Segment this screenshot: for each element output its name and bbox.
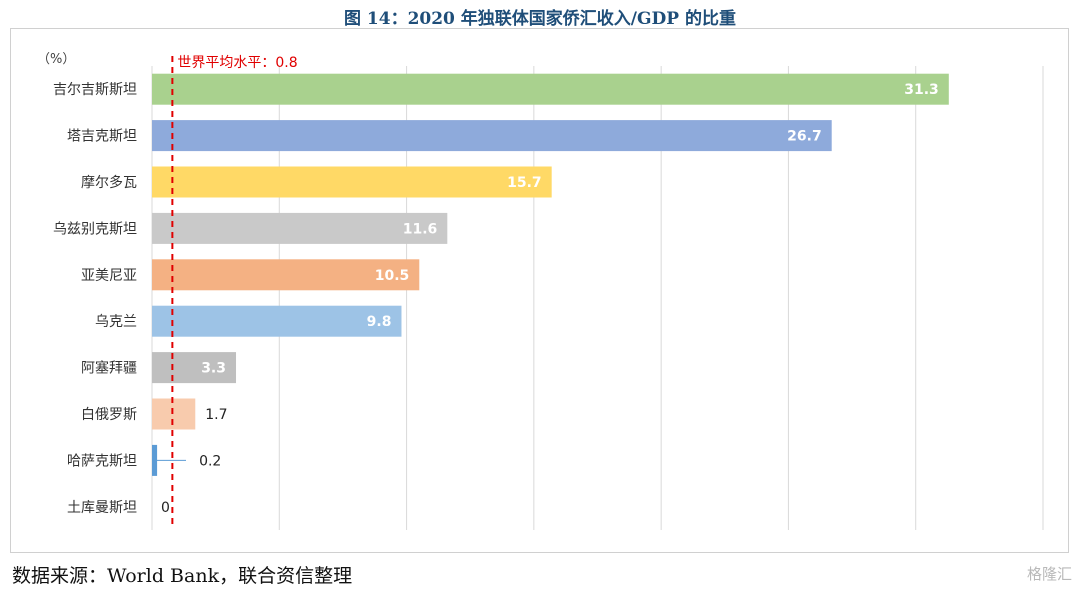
category-label: 阿塞拜疆 xyxy=(81,360,137,377)
value-labels: 31.3 26.7 15.7 11.6 10.5 9.8 3.3 1.7 0.2 0 xyxy=(161,82,939,516)
bar xyxy=(152,259,420,291)
category-label: 吉尔吉斯斯坦 xyxy=(53,82,137,98)
category-label: 乌兹别克斯坦 xyxy=(53,221,137,237)
value-label: 15.7 xyxy=(507,175,542,191)
category-label: 亚美尼亚 xyxy=(81,268,137,284)
bar xyxy=(152,352,237,384)
bar xyxy=(152,73,949,105)
reference-line-group: 世界平均水平：0.8 xyxy=(171,55,298,526)
unit-label: （%） xyxy=(37,52,75,67)
value-label: 3.3 xyxy=(201,361,226,377)
value-label: 10.5 xyxy=(375,268,410,284)
category-label: 哈萨克斯坦 xyxy=(67,453,137,469)
value-label: 26.7 xyxy=(787,129,822,145)
category-label: 塔吉克斯坦 xyxy=(67,129,137,145)
value-label: 0 xyxy=(161,500,170,516)
bar xyxy=(152,305,402,337)
category-label: 白俄罗斯 xyxy=(81,407,137,423)
value-label: 1.7 xyxy=(205,407,227,423)
bar xyxy=(152,120,832,152)
value-label: 11.6 xyxy=(403,221,438,237)
bar-chart: 吉尔吉斯斯坦塔吉克斯坦摩尔多瓦乌兹别克斯坦亚美尼亚乌克兰阿塞拜疆白俄罗斯哈萨克斯… xyxy=(37,52,1044,530)
category-label: 摩尔多瓦 xyxy=(81,174,137,191)
bar xyxy=(152,398,196,430)
category-label: 乌克兰 xyxy=(95,314,137,330)
reference-label: 世界平均水平：0.8 xyxy=(177,55,297,71)
watermark: 格隆汇 xyxy=(1026,565,1072,583)
plot-frame xyxy=(10,28,1069,553)
bars xyxy=(152,73,949,476)
chart-title: 图 14：2020 年独联体国家侨汇收入/GDP 的比重 xyxy=(344,9,736,29)
value-label: 31.3 xyxy=(904,82,939,98)
value-label: 0.2 xyxy=(199,453,221,469)
source-note: 数据来源：World Bank，联合资信整理 xyxy=(12,565,353,587)
bar xyxy=(152,212,448,244)
category-label: 土库曼斯坦 xyxy=(67,500,137,516)
category-labels: 吉尔吉斯斯坦塔吉克斯坦摩尔多瓦乌兹别克斯坦亚美尼亚乌克兰阿塞拜疆白俄罗斯哈萨克斯… xyxy=(53,82,137,516)
bar xyxy=(152,166,552,198)
value-label: 9.8 xyxy=(367,314,392,330)
